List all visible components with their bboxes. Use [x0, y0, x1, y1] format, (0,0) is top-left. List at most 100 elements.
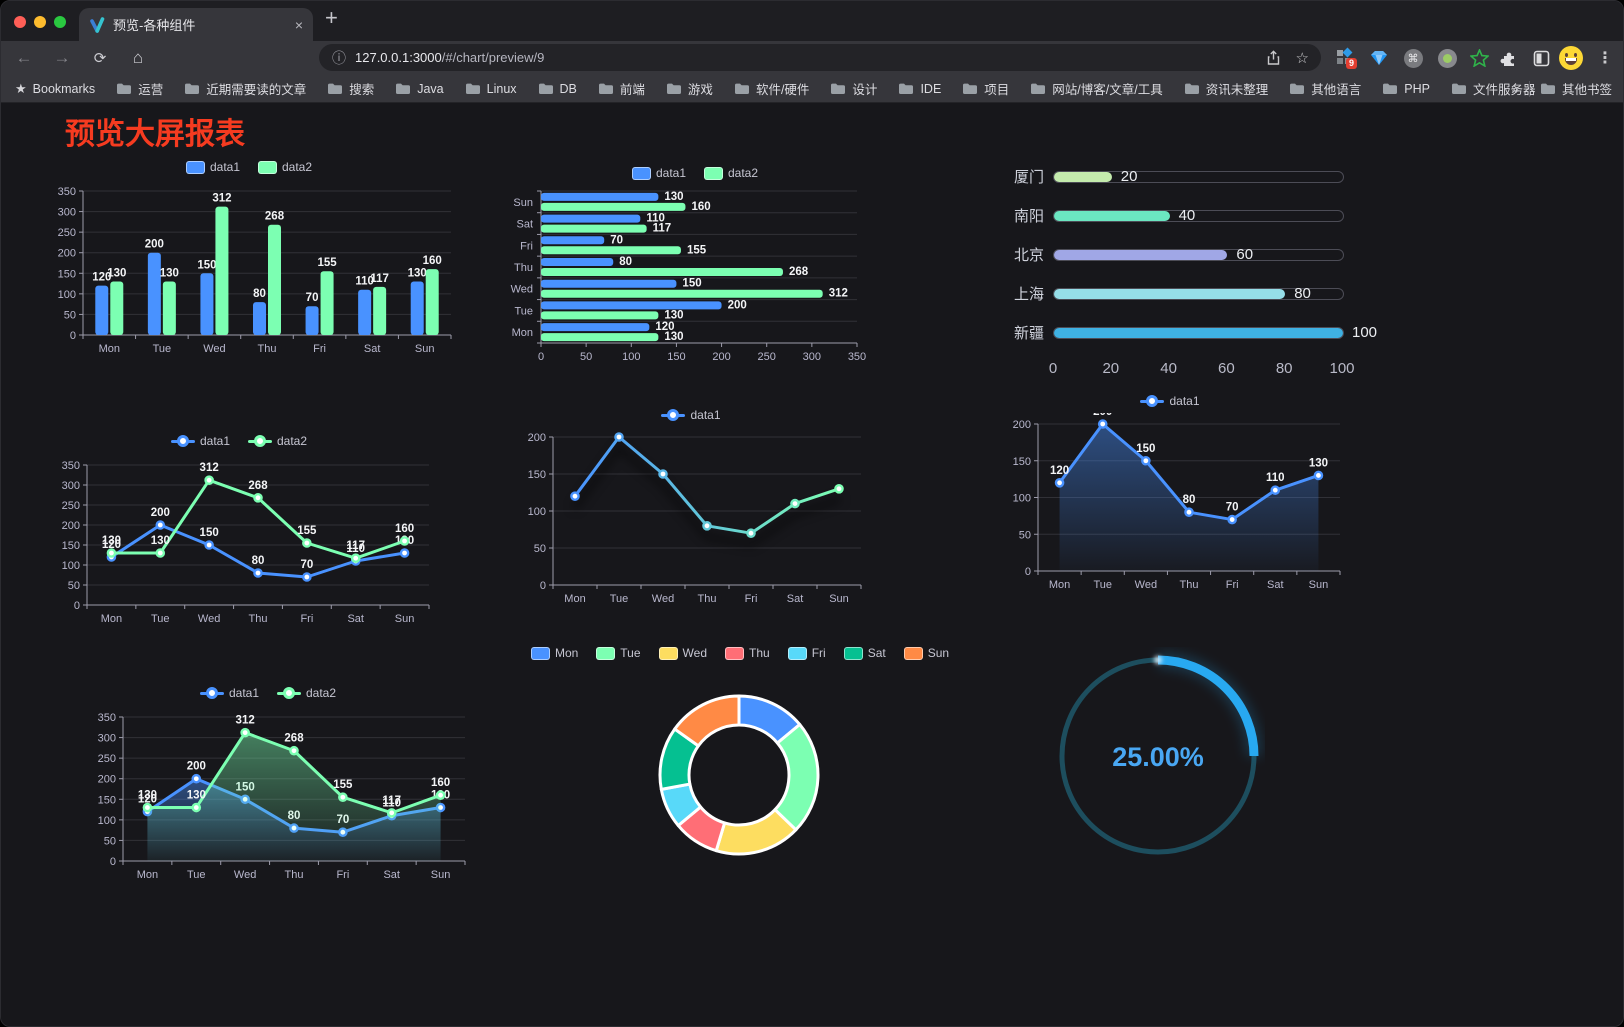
- extension-star-icon[interactable]: [1467, 46, 1491, 70]
- extension-command-icon[interactable]: ⌘: [1401, 46, 1425, 70]
- legend-item[interactable]: data1: [631, 166, 686, 180]
- bookmark-folder[interactable]: 其他语言: [1289, 79, 1361, 98]
- bookmark-folder[interactable]: Java: [395, 82, 444, 96]
- legend-item[interactable]: Fri: [787, 646, 826, 660]
- svg-text:150: 150: [98, 794, 116, 806]
- progress-row: 厦门 20: [996, 157, 1368, 196]
- bookmark-folder[interactable]: 前端: [598, 79, 645, 98]
- svg-text:80: 80: [253, 288, 266, 300]
- chart-legend: Mon Tue Wed Thu Fri Sat Sun: [530, 641, 949, 665]
- traffic-close-button[interactable]: [14, 16, 26, 28]
- bookmark-folder[interactable]: 资讯未整理: [1184, 79, 1268, 98]
- chart-legend: data1 data2: [37, 155, 461, 179]
- legend-item[interactable]: data1: [170, 434, 230, 448]
- traffic-zoom-button[interactable]: [54, 16, 66, 28]
- bookmark-folder[interactable]: 软件/硬件: [734, 79, 809, 98]
- svg-text:100: 100: [98, 815, 116, 827]
- chart-legend: data1: [499, 403, 883, 427]
- folder-icon: [117, 83, 132, 94]
- extension-grid-icon[interactable]: 9: [1333, 46, 1357, 70]
- bookmarks-manager[interactable]: ★ Bookmarks: [15, 81, 95, 97]
- svg-text:Sat: Sat: [1267, 579, 1284, 591]
- bookmarks-overflow-chevron[interactable]: »: [1511, 80, 1519, 97]
- svg-text:25.00%: 25.00%: [1112, 742, 1204, 772]
- svg-text:80: 80: [252, 555, 265, 567]
- progress-row: 新疆 100: [1013, 323, 1378, 343]
- forward-icon[interactable]: →: [53, 48, 71, 67]
- bookmark-folder[interactable]: 运营: [116, 79, 163, 98]
- extension-record-icon[interactable]: [1435, 46, 1459, 70]
- svg-text:0: 0: [1025, 566, 1031, 578]
- split-screen-icon[interactable]: [1529, 46, 1553, 70]
- bookmarks-star-icon: ★: [15, 80, 27, 96]
- legend-item[interactable]: data2: [277, 686, 336, 700]
- browser-tab[interactable]: 预览-各种组件 ×: [79, 8, 313, 41]
- svg-text:300: 300: [58, 207, 76, 219]
- back-icon[interactable]: ←: [15, 48, 33, 67]
- tab-title: 预览-各种组件: [113, 18, 196, 33]
- bookmark-folder[interactable]: 游戏: [666, 79, 713, 98]
- tab-close-icon[interactable]: ×: [294, 16, 303, 33]
- svg-text:155: 155: [687, 244, 707, 256]
- reload-icon[interactable]: ⟳: [93, 50, 107, 67]
- bookmark-folder[interactable]: 文件服务器: [1451, 79, 1535, 98]
- svg-text:268: 268: [284, 733, 304, 745]
- svg-text:130: 130: [408, 268, 427, 280]
- legend-item[interactable]: Wed: [658, 646, 707, 660]
- bookmark-folder[interactable]: DB: [538, 82, 577, 96]
- bookmark-folder[interactable]: IDE: [898, 82, 941, 96]
- svg-text:117: 117: [370, 273, 389, 285]
- bookmark-folder[interactable]: 近期需要读的文章: [184, 79, 306, 98]
- svg-text:130: 130: [138, 790, 157, 802]
- home-icon[interactable]: ⌂: [132, 48, 144, 67]
- legend-item[interactable]: Mon: [530, 646, 578, 660]
- legend-item[interactable]: data2: [248, 434, 307, 448]
- bookmark-folder[interactable]: 设计: [830, 79, 877, 98]
- svg-text:Thu: Thu: [249, 613, 268, 625]
- svg-text:200: 200: [98, 774, 116, 786]
- folder-icon: [899, 83, 914, 94]
- profile-avatar[interactable]: [1559, 46, 1583, 70]
- traffic-minimize-button[interactable]: [34, 16, 46, 28]
- folder-icon: [1383, 83, 1398, 94]
- url-host: 127.0.0.1:3000: [355, 50, 442, 65]
- bookmark-folder[interactable]: 项目: [962, 79, 1009, 98]
- legend-item[interactable]: Thu: [725, 646, 770, 660]
- bookmark-folder[interactable]: 搜索: [327, 79, 374, 98]
- legend-item[interactable]: data2: [704, 166, 758, 180]
- svg-text:200: 200: [1013, 419, 1031, 431]
- progress-row: 南阳 40: [996, 196, 1368, 235]
- svg-text:Sat: Sat: [383, 869, 400, 881]
- address-bar[interactable]: ⓘ 127.0.0.1:3000/#/chart/preview/9 ☆: [319, 44, 1321, 71]
- folder-icon: [666, 83, 681, 94]
- legend-item[interactable]: data2: [258, 160, 312, 174]
- svg-text:130: 130: [102, 535, 121, 547]
- svg-text:350: 350: [98, 712, 116, 724]
- legend-item[interactable]: data1: [661, 408, 721, 422]
- svg-text:160: 160: [423, 255, 442, 267]
- legend-item[interactable]: data1: [199, 686, 259, 700]
- legend-item[interactable]: Sun: [903, 646, 949, 660]
- extension-gem-icon[interactable]: [1367, 46, 1391, 70]
- other-bookmarks[interactable]: 其他书签: [1540, 79, 1612, 98]
- legend-item[interactable]: data1: [185, 160, 240, 174]
- bookmark-star-icon[interactable]: ☆: [1295, 49, 1309, 67]
- svg-text:0: 0: [70, 330, 76, 342]
- bookmark-folder[interactable]: 网站/博客/文章/工具: [1030, 79, 1163, 98]
- bar-chart-horizontal: data1 data2 Sun Sat Fri Thu Wed Tue Mon 0 50 100 150…: [499, 161, 891, 378]
- extensions-puzzle-icon[interactable]: [1497, 46, 1521, 70]
- legend-item[interactable]: data1: [1140, 394, 1200, 408]
- bookmark-folder[interactable]: PHP: [1382, 82, 1430, 96]
- svg-text:150: 150: [200, 527, 219, 539]
- new-tab-button[interactable]: +: [325, 5, 338, 30]
- site-info-icon[interactable]: ⓘ: [332, 49, 346, 66]
- legend-item[interactable]: Tue: [596, 646, 641, 660]
- svg-text:70: 70: [610, 234, 623, 246]
- svg-text:Sat: Sat: [347, 613, 364, 625]
- bookmark-folder[interactable]: Linux: [465, 82, 517, 96]
- browser-menu-icon[interactable]: ⋮: [1597, 50, 1613, 67]
- svg-text:200: 200: [728, 299, 747, 311]
- share-icon[interactable]: [1266, 44, 1281, 71]
- svg-text:200: 200: [187, 761, 206, 773]
- legend-item[interactable]: Sat: [843, 646, 886, 660]
